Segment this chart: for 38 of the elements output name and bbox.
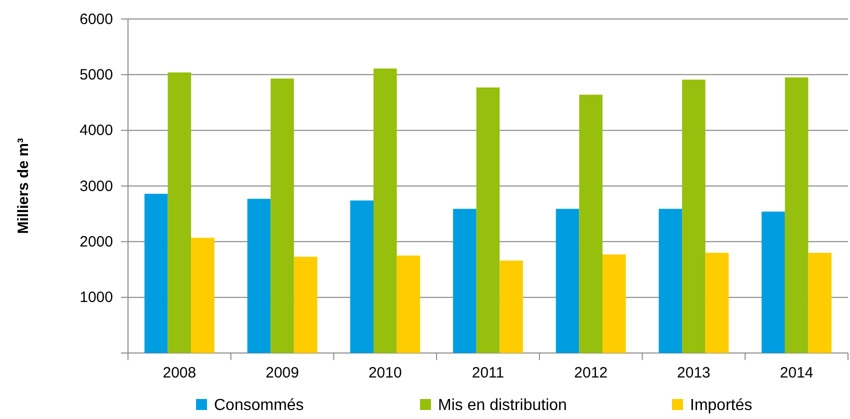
bar	[191, 238, 214, 353]
bar	[247, 198, 271, 353]
bar	[373, 68, 397, 353]
bar	[500, 260, 523, 353]
bar	[808, 252, 832, 353]
x-tick-label: 2011	[472, 364, 504, 382]
bar	[350, 200, 374, 353]
bar	[682, 80, 706, 353]
x-tick-label: 2012	[574, 364, 608, 382]
bar	[396, 256, 420, 353]
bar	[270, 78, 294, 353]
x-tick-label: 2010	[368, 364, 402, 382]
y-axis-title: Milliers de m³	[15, 138, 32, 234]
bar	[294, 256, 318, 353]
bar	[556, 208, 580, 353]
bar	[705, 252, 729, 353]
bar	[168, 72, 192, 353]
legend-label: Importés	[690, 397, 752, 414]
bar	[579, 94, 603, 353]
y-tick-label: 1000	[80, 289, 113, 306]
legend-label: Consommés	[214, 397, 304, 414]
y-tick-label: 6000	[80, 10, 113, 28]
bar	[762, 212, 785, 353]
y-tick-label: 5000	[80, 66, 113, 84]
bar	[476, 87, 500, 353]
bar	[658, 208, 682, 353]
x-tick-label: 2014	[780, 364, 814, 382]
bar	[144, 194, 168, 353]
bar	[784, 77, 808, 353]
x-tick-label: 2009	[266, 364, 299, 382]
y-tick-label: 4000	[80, 122, 113, 140]
y-tick-label: 2000	[80, 233, 113, 250]
x-tick-label: 2008	[162, 364, 196, 382]
x-tick-label: 2013	[677, 364, 710, 382]
legend-label: Mis en distribution	[438, 397, 567, 414]
bar	[453, 208, 476, 353]
bar	[602, 254, 626, 353]
y-tick-label: 3000	[80, 178, 113, 195]
